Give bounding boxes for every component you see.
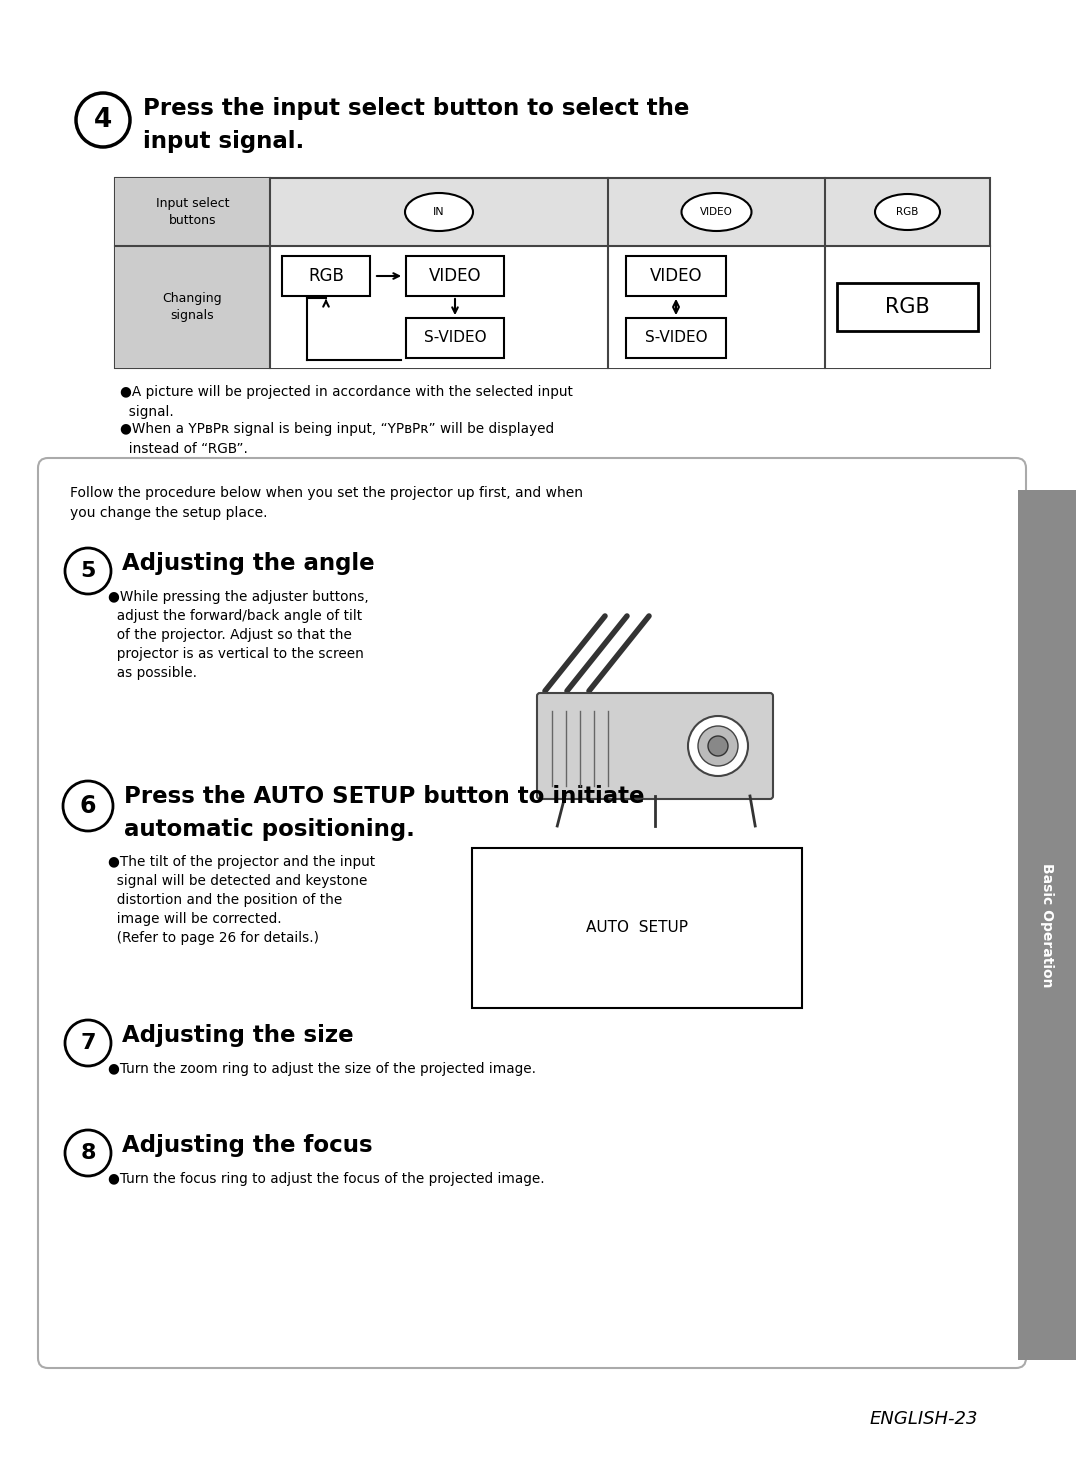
Text: signal.: signal. — [120, 404, 174, 419]
Text: ●Turn the zoom ring to adjust the size of the projected image.: ●Turn the zoom ring to adjust the size o… — [108, 1062, 536, 1075]
Circle shape — [688, 716, 748, 776]
Bar — [1018, 489, 1076, 1360]
Text: adjust the forward/back angle of tilt: adjust the forward/back angle of tilt — [108, 609, 362, 623]
Text: signal will be detected and keystone: signal will be detected and keystone — [108, 875, 367, 888]
Text: AUTO  SETUP: AUTO SETUP — [586, 920, 688, 936]
Ellipse shape — [875, 193, 940, 230]
Text: Adjusting the size: Adjusting the size — [122, 1024, 353, 1047]
Bar — [114, 246, 270, 368]
Text: image will be corrected.: image will be corrected. — [108, 913, 282, 926]
Text: (Refer to page 26 for details.): (Refer to page 26 for details.) — [108, 930, 319, 945]
Text: 7: 7 — [80, 1033, 96, 1053]
Text: IN: IN — [433, 207, 445, 217]
Text: Changing
signals: Changing signals — [163, 292, 222, 322]
Text: projector is as vertical to the screen: projector is as vertical to the screen — [108, 648, 364, 661]
FancyBboxPatch shape — [537, 693, 773, 798]
Text: ●A picture will be projected in accordance with the selected input: ●A picture will be projected in accordan… — [120, 385, 572, 398]
Text: ●While pressing the adjuster buttons,: ●While pressing the adjuster buttons, — [108, 590, 368, 604]
Text: Adjusting the focus: Adjusting the focus — [122, 1134, 373, 1157]
Bar — [270, 246, 990, 368]
Bar — [406, 256, 504, 296]
Text: 4: 4 — [94, 107, 112, 133]
Text: VIDEO: VIDEO — [700, 207, 733, 217]
Text: Press the AUTO SETUP button to initiate: Press the AUTO SETUP button to initiate — [124, 785, 645, 809]
Bar — [406, 318, 504, 357]
Bar — [472, 848, 802, 1008]
Ellipse shape — [405, 193, 473, 231]
Text: ●The tilt of the projector and the input: ●The tilt of the projector and the input — [108, 856, 375, 869]
Text: RGB: RGB — [896, 207, 919, 217]
Bar — [626, 256, 726, 296]
Bar — [114, 179, 990, 368]
Text: S-VIDEO: S-VIDEO — [645, 331, 707, 346]
Text: of the projector. Adjust so that the: of the projector. Adjust so that the — [108, 628, 352, 642]
FancyBboxPatch shape — [38, 459, 1026, 1368]
Text: Adjusting the angle: Adjusting the angle — [122, 552, 375, 574]
Circle shape — [698, 727, 738, 766]
Ellipse shape — [681, 193, 752, 231]
Circle shape — [708, 735, 728, 756]
Bar — [837, 283, 978, 331]
Text: VIDEO: VIDEO — [429, 267, 482, 286]
Text: Basic Operation: Basic Operation — [1040, 863, 1054, 987]
Text: ●When a YPʙPʀ signal is being input, “YPʙPʀ” will be displayed: ●When a YPʙPʀ signal is being input, “YP… — [120, 422, 554, 437]
Text: RGB: RGB — [886, 297, 930, 316]
Text: 6: 6 — [80, 794, 96, 817]
Text: as possible.: as possible. — [108, 667, 197, 680]
Text: Follow the procedure below when you set the projector up first, and when: Follow the procedure below when you set … — [70, 486, 583, 500]
Text: RGB: RGB — [308, 267, 343, 286]
Text: instead of “RGB”.: instead of “RGB”. — [120, 442, 248, 456]
Text: Input select
buttons: Input select buttons — [156, 196, 229, 227]
Bar — [114, 179, 270, 246]
Text: Press the input select button to select the: Press the input select button to select … — [143, 97, 689, 120]
Text: S-VIDEO: S-VIDEO — [423, 331, 486, 346]
Bar — [282, 256, 370, 296]
Bar — [626, 318, 726, 357]
Text: 5: 5 — [80, 561, 96, 582]
Text: 8: 8 — [80, 1143, 96, 1163]
Text: input signal.: input signal. — [143, 130, 305, 152]
Text: automatic positioning.: automatic positioning. — [124, 817, 415, 841]
Text: VIDEO: VIDEO — [650, 267, 702, 286]
Text: ENGLISH-23: ENGLISH-23 — [870, 1409, 978, 1428]
Text: ●Turn the focus ring to adjust the focus of the projected image.: ●Turn the focus ring to adjust the focus… — [108, 1172, 544, 1187]
Text: distortion and the position of the: distortion and the position of the — [108, 894, 342, 907]
Text: you change the setup place.: you change the setup place. — [70, 505, 268, 520]
